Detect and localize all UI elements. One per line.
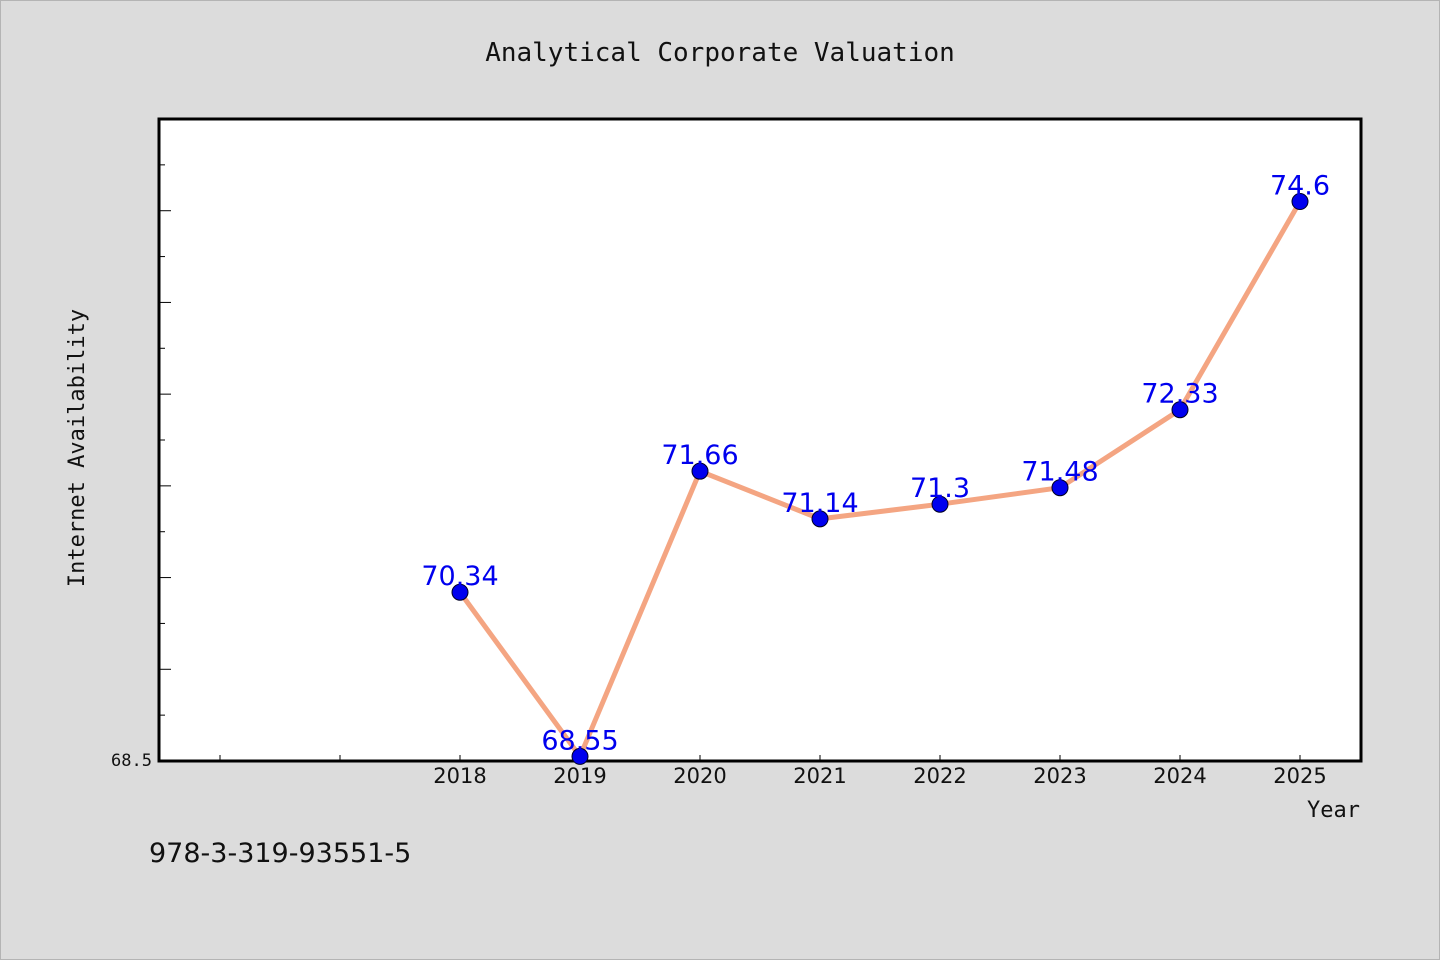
- data-label: 74.6: [1270, 171, 1330, 202]
- data-label: 70.34: [421, 561, 498, 592]
- data-label: 68.55: [541, 725, 618, 756]
- y-axis-ticks: [159, 164, 171, 716]
- data-label: 71.66: [661, 440, 738, 471]
- data-point: [1291, 193, 1309, 211]
- y-axis-label: Internet Availability: [65, 309, 90, 587]
- x-tick-label: 2018: [433, 764, 486, 788]
- data-point: [1051, 479, 1069, 497]
- x-tick-label: 2023: [1033, 764, 1086, 788]
- data-point: [691, 462, 709, 480]
- x-tick-label: 2020: [673, 764, 726, 788]
- data-label: 71.3: [910, 473, 970, 504]
- x-tick-label: 2024: [1153, 764, 1206, 788]
- data-label: 72.33: [1141, 379, 1218, 410]
- x-tick-labels: 2018 2019 2020 2021 2022 2023 2024 2025: [433, 764, 1326, 788]
- data-point: [1171, 401, 1189, 419]
- data-point: [451, 583, 469, 601]
- data-label: 71.48: [1021, 457, 1098, 488]
- series-markers: [451, 193, 1309, 765]
- x-tick-label: 2022: [913, 764, 966, 788]
- isbn-text: 978-3-319-93551-5: [149, 838, 411, 869]
- plot-area: [157, 117, 1363, 763]
- data-point: [571, 747, 589, 765]
- data-label: 71.14: [781, 488, 858, 519]
- x-axis-label: Year: [1307, 798, 1360, 823]
- series-line: [457, 199, 1303, 759]
- x-tick-label: 2025: [1273, 764, 1326, 788]
- data-labels: 70.34 68.55 71.66 71.14 71.3 71.48 72.33 74.6: [421, 171, 1330, 757]
- chart-title: Analytical Corporate Valuation: [485, 38, 955, 68]
- data-point: [931, 495, 949, 513]
- x-tick-label: 2019: [553, 764, 606, 788]
- x-tick-label: 2021: [793, 764, 846, 788]
- data-point: [811, 510, 829, 528]
- y-tick-label: 68.5: [111, 751, 152, 771]
